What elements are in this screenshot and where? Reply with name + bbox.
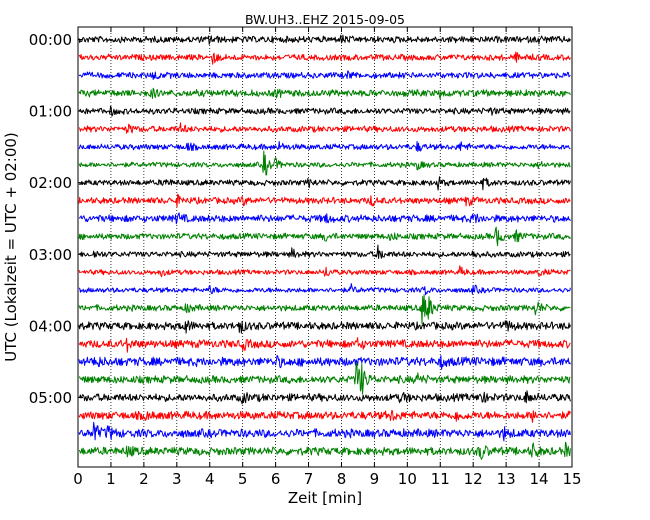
x-axis: 0 1 2 3 4 5 6 7 8 9 10 11 12 13 14 15: [73, 27, 582, 488]
plot-frame: [77, 26, 573, 468]
trace-0430: [78, 354, 571, 370]
x-tick-label-2: 2: [139, 470, 149, 488]
trace-0015: [78, 51, 571, 65]
x-tick-label-7: 7: [304, 470, 314, 488]
x-tick-label-10: 10: [398, 470, 417, 488]
y-tick-label-1: 01:00: [29, 103, 72, 121]
trace-0500: [78, 390, 571, 405]
trace-0100: [78, 105, 571, 117]
trace-0300: [78, 244, 571, 259]
x-tick-label-11: 11: [431, 470, 450, 488]
x-tick-label-12: 12: [464, 470, 483, 488]
trace-0230: [78, 212, 571, 225]
x-tick-label-15: 15: [562, 470, 581, 488]
y-tick-label-2: 02:00: [29, 174, 72, 192]
y-tick-label-5: 05:00: [29, 389, 72, 407]
trace-0245: [78, 226, 571, 247]
x-grid: [110, 27, 540, 467]
trace-0515: [78, 409, 571, 423]
trace-0215: [78, 193, 571, 208]
chart-title: BW.UH3..EHZ 2015-09-05: [245, 12, 405, 27]
x-tick-label-9: 9: [370, 470, 380, 488]
trace-0445: [78, 362, 571, 395]
trace-0130: [78, 141, 571, 152]
x-tick-label-5: 5: [238, 470, 248, 488]
y-tick-label-0: 00:00: [29, 31, 72, 49]
trace-0545: [79, 441, 571, 460]
x-tick-label-0: 0: [73, 470, 83, 488]
trace-0000: [78, 34, 571, 45]
trace-0045: [78, 87, 571, 100]
x-tick-label-6: 6: [271, 470, 281, 488]
trace-0145: [78, 150, 571, 176]
trace-0415: [78, 337, 571, 353]
trace-0115: [78, 122, 571, 134]
trace-0330: [78, 283, 571, 296]
x-axis-label: Zeit [min]: [288, 489, 362, 507]
trace-0315: [78, 265, 571, 278]
trace-layer: [78, 34, 571, 460]
trace-0200: [78, 176, 571, 191]
trace-0345: [78, 294, 571, 325]
x-tick-label-3: 3: [172, 470, 182, 488]
y-tick-label-4: 04:00: [29, 317, 72, 335]
trace-0530: [78, 421, 571, 442]
x-tick-label-1: 1: [106, 470, 116, 488]
x-tick-label-4: 4: [205, 470, 215, 488]
x-tick-label-13: 13: [497, 470, 516, 488]
y-axis: 00:00 01:00 02:00 03:00 04:00 05:00: [29, 31, 83, 407]
trace-0400: [78, 320, 571, 334]
trace-0030: [78, 70, 571, 80]
x-tick-label-14: 14: [530, 470, 549, 488]
y-axis-label: UTC (Lokalzeit = UTC + 02:00): [2, 132, 20, 362]
x-tick-label-8: 8: [337, 470, 347, 488]
y-tick-label-3: 03:00: [29, 246, 72, 264]
